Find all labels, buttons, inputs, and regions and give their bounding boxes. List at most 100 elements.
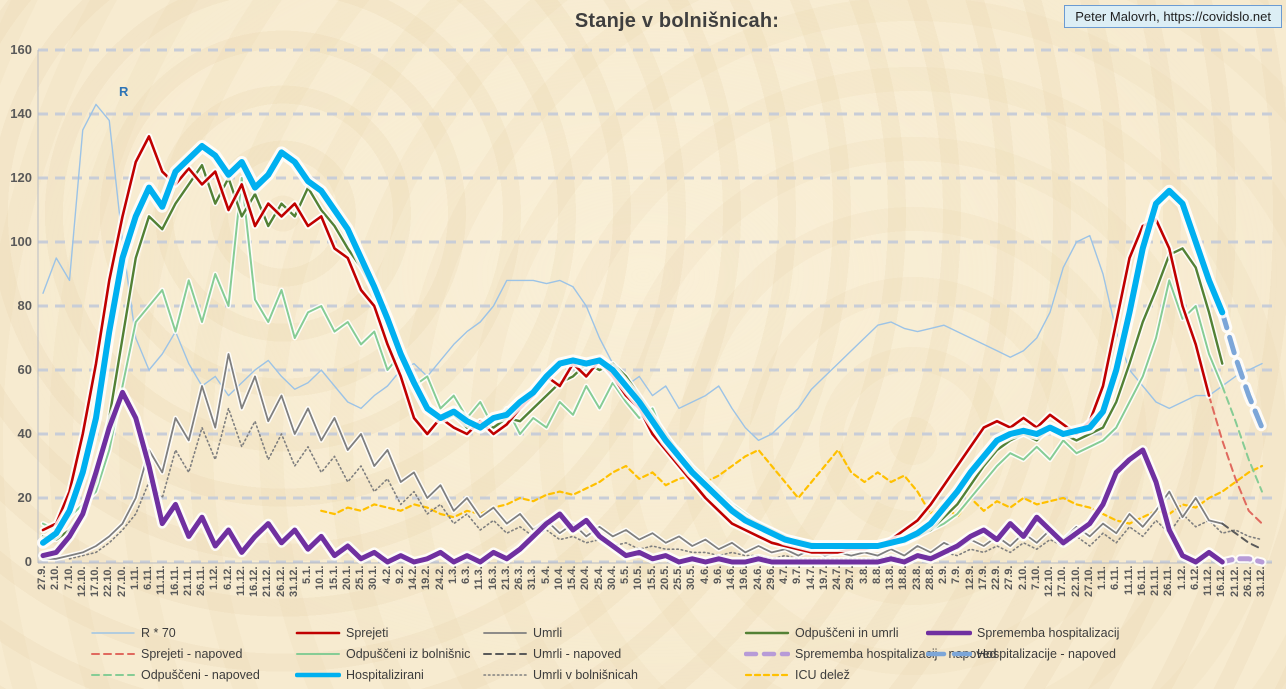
legend-item-sprememba[interactable]: Sprememba hospitalizacij [926,625,1119,641]
legend-item-sprejeti[interactable]: Sprejeti [295,625,388,641]
x-axis-label: 1.11. [1096,566,1108,590]
x-axis-label: 26.12. [1241,566,1254,597]
x-axis-label: 7.10. [1029,565,1042,590]
x-axis-label: 31.12. [287,566,300,597]
legend-item-r70[interactable]: R * 70 [90,625,176,641]
x-axis-label: 11.11. [155,565,168,595]
legend-swatch-hospitalizacije_napoved [926,651,972,657]
x-axis-label: 12.10. [1043,566,1055,597]
x-axis-label: 16.3. [486,565,499,590]
x-axis-label: 21.11. [1149,566,1161,596]
series-r70 [42,103,1263,442]
x-axis-label: 25.4. [592,565,605,590]
x-axis-label: 15.4. [566,565,578,590]
y-axis-label: 40 [17,426,32,441]
x-axis-label: 27.10. [1082,566,1095,597]
x-axis-label: 23.8. [910,565,923,590]
x-axis-label: 22.10. [102,566,115,597]
x-axis-label: 5.1. [301,565,313,584]
x-axis-label: 26.12. [274,566,287,597]
x-axis-label: 21.12. [1228,566,1241,597]
x-axis-label: 27.9. [1003,565,1016,590]
x-axis-label: 9.2. [393,565,406,584]
legend-swatch-umrli_v_bolnisnicah [483,674,527,676]
series-hospitalizirani [40,143,1226,549]
legend-item-hospitalizirani[interactable]: Hospitalizirani [295,667,424,683]
legend-label: Umrli - napoved [533,647,622,661]
chart-title: Stanje v bolnišnicah: [574,10,780,32]
legend-item-umrli[interactable]: Umrli [482,625,562,641]
legend-item-umrli_napoved[interactable]: Umrli - napoved [482,646,621,662]
legend-swatch-sprejeti_napoved [91,653,135,655]
legend-swatch-umrli_napoved [483,653,527,655]
legend-item-umrli_v_bolnisnicah[interactable]: Umrli v bolnišnicah [482,667,638,683]
x-axis-label: 3.8. [857,565,870,584]
x-axis-label: 15.1. [327,565,340,590]
x-axis-label: 31.3. [526,565,539,590]
x-axis-label: 19.7. [817,565,830,590]
x-axis-label: 13.8. [884,565,896,590]
x-axis-label: 11.12. [1202,566,1214,596]
x-axis-label: 24.6. [751,565,764,590]
x-axis-label: 30.4. [605,565,618,590]
x-axis-label: 6.3. [460,565,472,584]
legend-label: Sprejeti [346,626,389,640]
x-axis-label: 30.5. [685,565,698,590]
legend-label: Odpuščeni iz bolnišnic [346,647,471,661]
legend-swatch-odpusceni_iz_bolnisnic [296,653,340,655]
x-axis-label: 7.10. [62,565,75,590]
legend-swatch-r70 [91,632,135,634]
x-axis-label: 28.8. [923,565,936,590]
x-axis-label: 10.1. [314,565,327,590]
r-annotation: R [119,84,129,99]
x-axis-label: 17.10. [89,566,101,597]
x-axis-label: 20.4. [579,565,592,590]
x-axis-label: 14.7. [804,565,817,590]
x-axis-label: 2.10. [1016,565,1029,590]
y-axis-label: 100 [10,234,32,249]
series-hospitalizacije_napoved [1219,309,1265,431]
series-sprememba [40,389,1225,565]
x-axis-label: 6.12. [221,565,234,590]
series-odpusceni_iz_bolnisnic [42,177,1224,551]
legend-item-icu_delez[interactable]: ICU delež [744,667,850,683]
series-sprememba_napoved [1219,556,1265,565]
x-axis-label: 18.8. [897,565,910,590]
legend-item-odpusceni_napoved[interactable]: Odpuščeni - napoved [90,667,260,683]
y-axis-label: 20 [17,490,32,505]
legend-label: Sprememba hospitalizacij [977,626,1120,640]
x-axis-label: 25.5. [672,565,684,590]
x-axis-label: 14.6. [725,565,737,590]
x-axis-label: 16.11. [168,566,181,596]
legend-label: Odpuščeni in umrli [795,626,899,640]
legend-label: Hospitalizirani [346,668,424,682]
x-axis-label: 20.1. [340,565,353,590]
legend-item-sprejeti_napoved[interactable]: Sprejeti - napoved [90,646,242,662]
legend-swatch-sprememba_napoved [744,651,790,657]
series-glow-hospitalizirani [37,140,1229,552]
x-axis-label: 1.12. [1175,565,1188,590]
y-axis-label: 140 [10,106,32,121]
attribution-box[interactable]: Peter Malovrh, https://covidslo.net [1064,5,1282,28]
legend-label: Sprememba hospitalizacij - napoved [795,647,997,661]
x-axis-label: 12.10. [75,566,88,597]
legend-item-odpusceni_iz_bolnisnic[interactable]: Odpuščeni iz bolnišnic [295,646,470,662]
legend-label: R * 70 [141,626,176,640]
x-axis-label: 10.5. [632,565,645,590]
legend-swatch-odpusceni_napoved [91,674,135,676]
x-axis-label: 17.10. [1056,566,1069,597]
legend-item-odpusceni_in_umrli[interactable]: Odpuščeni in umrli [744,625,899,641]
legend-item-sprememba_napoved[interactable]: Sprememba hospitalizacij - napoved [744,646,997,662]
series-glow-odpusceni_iz_bolnisnic [40,175,1225,552]
x-axis-label: 5.5. [619,565,631,584]
x-axis-label: 16.12. [248,566,260,597]
legend-label: ICU delež [795,668,850,682]
legend-item-hospitalizacije_napoved[interactable]: Hospitalizacije - napoved [926,646,1116,662]
x-axis-label: 2.10. [49,565,62,590]
x-axis-label: 22.10. [1069,566,1082,597]
x-axis-label: 21.3. [499,565,512,590]
x-axis-label: 19.6. [738,565,751,590]
x-axis-label: 7.9. [950,565,963,584]
x-axis-label: 15.5. [645,565,658,590]
